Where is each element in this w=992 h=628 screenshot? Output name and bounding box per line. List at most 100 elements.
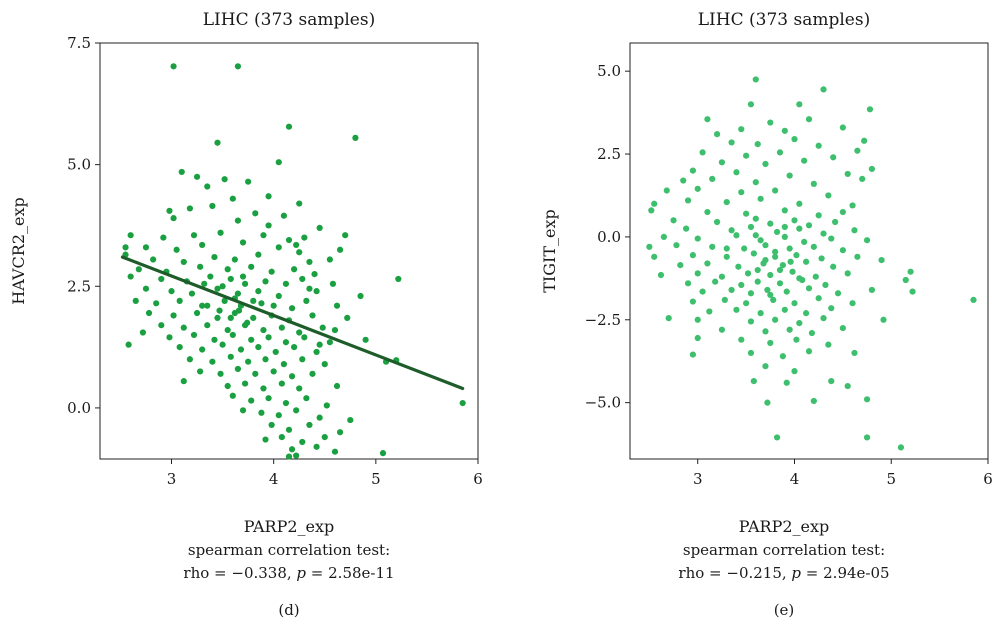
data-point [791, 368, 798, 375]
x-tick-label: 6 [983, 470, 992, 488]
data-point [709, 175, 716, 183]
data-point [796, 319, 803, 327]
data-point [767, 291, 774, 299]
data-point [793, 252, 800, 259]
data-point [180, 324, 187, 331]
data-point [258, 300, 265, 307]
data-point [689, 167, 696, 174]
data-point [723, 199, 730, 206]
data-point [834, 290, 842, 297]
data-point [288, 446, 296, 453]
data-point [818, 255, 825, 262]
data-point [660, 233, 667, 241]
data-point [122, 244, 129, 251]
data-point [851, 349, 858, 357]
data-point [132, 297, 139, 304]
data-point [214, 314, 221, 322]
data-point [333, 302, 341, 309]
y-tick-label: 5.0 [597, 62, 621, 80]
data-point [204, 302, 211, 309]
data-point [255, 251, 262, 258]
data-point [219, 341, 226, 348]
panel-label-d: (d) [278, 601, 299, 619]
data-point [825, 192, 832, 199]
data-point [301, 234, 308, 241]
data-point [268, 268, 275, 275]
data-point [207, 273, 214, 280]
data-point [265, 193, 272, 200]
data-point [866, 106, 874, 113]
data-point [306, 258, 313, 266]
data-point [326, 339, 333, 346]
data-point [160, 234, 167, 241]
data-point [646, 243, 653, 250]
x-tick-label: 4 [269, 470, 279, 488]
plot-frame-e [629, 42, 989, 460]
data-point [747, 290, 755, 297]
data-point [796, 225, 803, 232]
data-point [757, 195, 764, 202]
data-point [741, 245, 748, 252]
data-point [781, 233, 788, 241]
data-point [861, 137, 868, 144]
regression-line-d [120, 255, 465, 391]
data-point [186, 205, 194, 212]
data-point [738, 189, 745, 196]
data-point [684, 280, 692, 287]
data-point [743, 300, 750, 307]
data-point [193, 309, 201, 317]
data-point [262, 278, 269, 285]
data-point [214, 285, 221, 292]
data-point [329, 280, 337, 287]
data-point [311, 271, 318, 278]
data-point [822, 281, 829, 289]
y-axis-label-e: TIGIT_exp [540, 209, 559, 293]
regression-line [120, 255, 465, 391]
data-point [127, 273, 134, 280]
data-point [357, 292, 364, 300]
data-point [694, 185, 701, 192]
data-point [801, 157, 808, 164]
data-point [689, 351, 696, 358]
data-point [211, 336, 218, 343]
data-point [204, 322, 211, 329]
data-point [694, 235, 701, 242]
data-point [285, 453, 293, 460]
data-point [188, 290, 196, 297]
data-point [651, 200, 658, 207]
data-point [237, 346, 245, 353]
data-point [255, 343, 262, 351]
data-point [291, 343, 298, 351]
data-point [248, 397, 255, 404]
data-point [309, 312, 316, 319]
data-point [773, 434, 781, 441]
data-point [127, 232, 134, 239]
data-point [303, 395, 310, 402]
data-point [313, 348, 320, 356]
rho-value-d: rho = −0.338, [183, 564, 296, 582]
data-point [268, 421, 275, 429]
data-point [801, 238, 808, 245]
data-point [250, 314, 257, 322]
data-point [851, 227, 858, 234]
data-point [825, 341, 832, 348]
data-point [352, 134, 359, 141]
chart-title-e: LIHC (373 samples) [698, 10, 870, 30]
data-point [321, 361, 328, 368]
y-tick-label: 5.0 [67, 156, 91, 174]
data-point [828, 305, 835, 312]
data-point [767, 339, 774, 347]
data-point [791, 217, 798, 224]
data-point [299, 275, 306, 283]
data-point [789, 268, 796, 275]
data-point [379, 450, 387, 457]
stat-test-label-d: spearman correlation test: [188, 541, 390, 559]
data-point [812, 273, 819, 280]
data-point [299, 438, 306, 446]
data-point [285, 236, 293, 244]
data-point [762, 257, 769, 264]
data-point [752, 215, 759, 222]
data-point [713, 131, 721, 138]
data-point [176, 343, 183, 351]
data-point [849, 300, 856, 307]
